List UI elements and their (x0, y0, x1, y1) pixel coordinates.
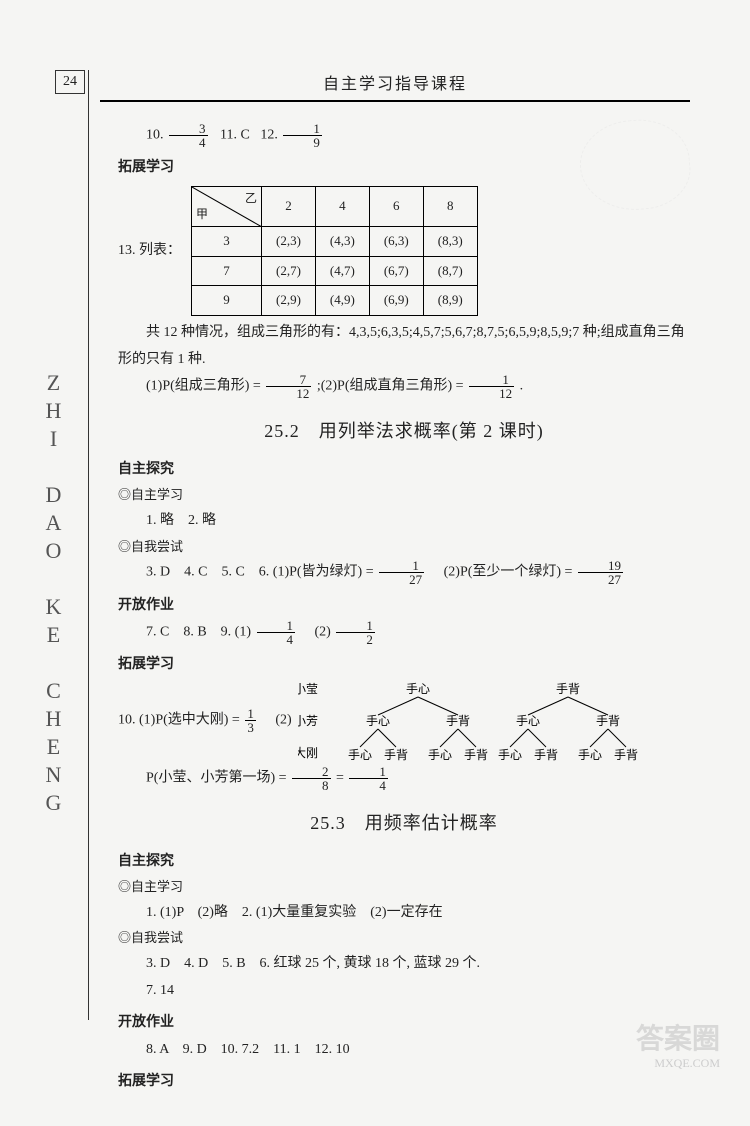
q10-label: 10. (146, 128, 164, 143)
sec252-q10a: 10. (1)P(选中大刚) = (118, 713, 243, 728)
svg-text:手心: 手心 (348, 748, 372, 762)
svg-text:手背: 手背 (534, 748, 558, 762)
q12-label: 12. (260, 128, 278, 143)
q13-prefix: 13. 列表： (118, 238, 185, 265)
sec253-l2: 3. D 4. D 5. B 6. 红球 25 个, 黄球 18 个, 蓝球 2… (118, 951, 690, 978)
sec252-l3-frac1: 14 (257, 619, 296, 646)
svg-text:手心: 手心 (406, 682, 430, 696)
sec252-q10p2-frac2: 14 (349, 765, 388, 792)
q13-b-frac: 112 (469, 373, 514, 400)
sec253-l3: 7. 14 (118, 978, 690, 1005)
tree-diagram: 小莹小芳大刚手心手心手心手背手背手心手背手背手心手心手背手背手心手背 (298, 679, 658, 765)
svg-text:手背: 手背 (614, 748, 638, 762)
sec252-l3: 7. C 8. B 9. (1) 14 (2) 12 (118, 619, 690, 646)
side-label: ZHI DAO KE CHENG (40, 370, 66, 818)
svg-text:手背: 手背 (464, 748, 488, 762)
svg-text:手背: 手背 (596, 714, 620, 728)
sec252-l2-frac2: 1927 (578, 559, 623, 586)
svg-text:手背: 手背 (556, 682, 580, 696)
sec252-l2: 3. D 4. C 5. C 6. (1)P(皆为绿灯) = 127 (2)P(… (118, 559, 690, 586)
sec253-head3: 拓展学习 (118, 1069, 690, 1096)
sec252-sub2: ◎自我尝试 (118, 535, 690, 560)
svg-text:大刚: 大刚 (298, 746, 318, 760)
q10-frac: 34 (169, 122, 208, 149)
sec253-l1: 1. (1)P (2)略 2. (1)大量重复实验 (2)一定存在 (118, 900, 690, 927)
q13-note: 共 12 种情况，组成三角形的有：4,3,5;6,3,5;4,5,7;5,6,7… (118, 320, 690, 373)
page-number: 24 (55, 70, 85, 94)
sec252-l3b: (2) (301, 625, 331, 640)
svg-text:小芳: 小芳 (298, 714, 318, 728)
sec252-l1: 1. 略 2. 略 (118, 508, 690, 535)
sec252-l2a: 3. D 4. C 5. C 6. (1)P(皆为绿灯) = (146, 565, 377, 580)
q12-frac: 19 (283, 122, 322, 149)
svg-text:手心: 手心 (578, 748, 602, 762)
sec253-sub1: ◎自主学习 (118, 875, 690, 900)
svg-text:手心: 手心 (428, 748, 452, 762)
sec253-head1: 自主探究 (118, 849, 690, 876)
vertical-rule (88, 70, 89, 1020)
svg-text:小莹: 小莹 (298, 682, 318, 696)
sec252-head3: 拓展学习 (118, 652, 690, 679)
header-rule (100, 100, 690, 102)
sec253-sub2: ◎自我尝试 (118, 926, 690, 951)
section-25-2-title: 25.2 用列举法求概率(第 2 课时) (118, 414, 690, 448)
q13-a-label: (1)P(组成三角形) = (146, 379, 264, 394)
svg-text:手心: 手心 (498, 748, 522, 762)
sec252-q10p2: P(小莹、小芳第一场) = 28 = 14 (118, 765, 690, 792)
sec252-l2-frac1: 127 (379, 559, 424, 586)
sec252-head1: 自主探究 (118, 457, 690, 484)
svg-text:手心: 手心 (366, 714, 390, 728)
q13-tail: . (520, 379, 524, 394)
sec252-q10p2eq: = (336, 771, 347, 786)
q11: 11. C (220, 128, 250, 143)
q13-answers: (1)P(组成三角形) = 712 ;(2)P(组成直角三角形) = 112 . (118, 373, 690, 400)
q13-table: 乙甲24683(2,3)(4,3)(6,3)(8,3)7(2,7)(4,7)(6… (191, 186, 478, 316)
sec252-sub1: ◎自主学习 (118, 483, 690, 508)
sec252-head2: 开放作业 (118, 593, 690, 620)
page-header: 自主学习指导课程 (100, 70, 690, 94)
sec252-q10p2-frac1: 28 (292, 765, 331, 792)
sec253-head2: 开放作业 (118, 1010, 690, 1037)
sec252-q10b: (2) (261, 713, 291, 728)
sec252-l3-frac2: 12 (336, 619, 375, 646)
sec252-l3a: 7. C 8. B 9. (1) (146, 625, 251, 640)
q13-a-frac: 712 (266, 373, 311, 400)
watermark-sub: MXQE.COM (654, 1056, 720, 1071)
svg-text:手背: 手背 (446, 714, 470, 728)
sec252-q10p2a: P(小莹、小芳第一场) = (146, 771, 290, 786)
svg-text:手心: 手心 (516, 714, 540, 728)
q13-b-label: ;(2)P(组成直角三角形) = (317, 379, 467, 394)
watermark: 答案圈 (636, 1017, 720, 1057)
sec252-q10-frac: 13 (245, 707, 256, 734)
sec253-l4: 8. A 9. D 10. 7.2 11. 1 12. 10 (118, 1037, 690, 1064)
sec252-l2b: (2)P(至少一个绿灯) = (430, 565, 576, 580)
svg-text:手背: 手背 (384, 748, 408, 762)
section-25-3-title: 25.3 用频率估计概率 (118, 806, 690, 840)
